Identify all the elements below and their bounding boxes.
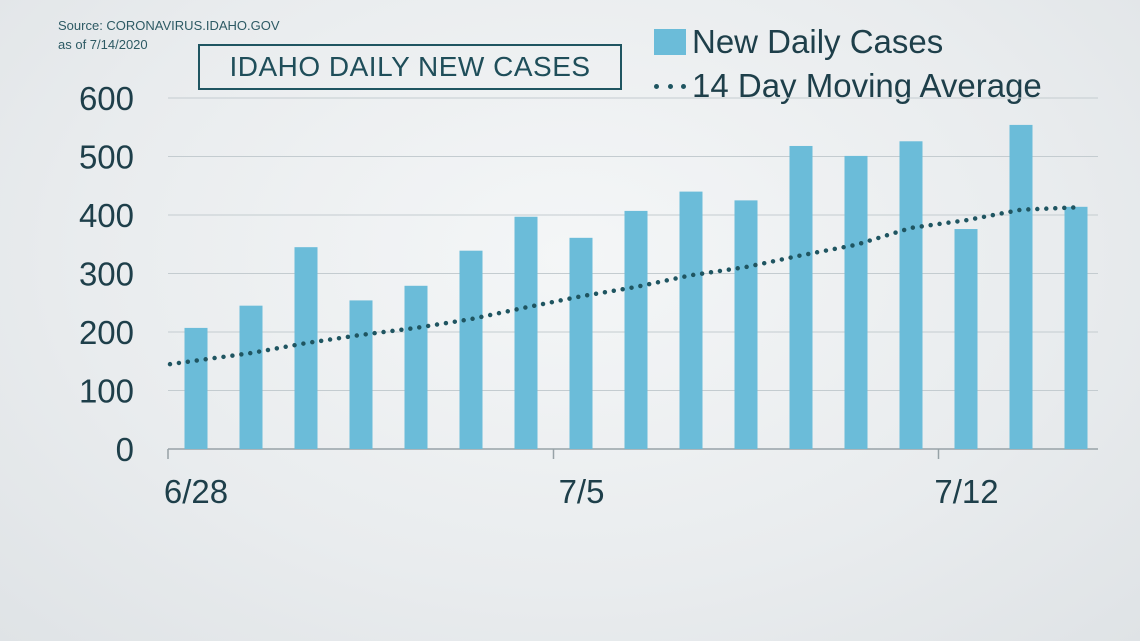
bar [954,229,978,449]
y-tick-label: 300 [79,256,134,293]
legend-label-bars: New Daily Cases [692,23,944,60]
bar [844,155,868,450]
x-tick-label: 6/28 [164,473,228,510]
bar [239,305,263,449]
bar [899,141,923,450]
dotted-line-swatch-icon [654,83,686,89]
y-tick-label: 400 [79,197,134,234]
chart-title: IDAHO DAILY NEW CASES [198,44,622,90]
bar [624,210,648,449]
y-tick-label: 600 [79,80,134,117]
as-of-date: as of 7/14/2020 [58,37,148,52]
x-tick-label: 7/12 [934,473,998,510]
y-tick-label: 100 [79,373,134,410]
bar [569,237,593,449]
legend-item-bars: New Daily Cases [654,20,1042,64]
bar [1009,124,1033,449]
x-tick-label: 7/5 [559,473,605,510]
moving-average-line [167,205,1079,367]
y-tick-label: 200 [79,314,134,351]
source-note: Source: CORONAVIRUS.IDAHO.GOV as of 7/14… [58,16,280,54]
bar [349,300,373,449]
y-tick-label: 500 [79,139,134,176]
y-tick-label: 0 [116,431,134,468]
source-line: Source: CORONAVIRUS.IDAHO.GOV [58,18,280,33]
bar [459,250,483,449]
bar [789,145,813,449]
bar [1064,206,1088,449]
bar [184,327,208,449]
bar [734,200,758,449]
bar [514,216,538,449]
bar [679,191,703,449]
bar-swatch-icon [654,29,686,55]
bar [404,285,428,449]
bar [294,247,318,449]
